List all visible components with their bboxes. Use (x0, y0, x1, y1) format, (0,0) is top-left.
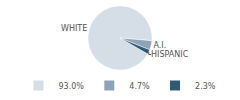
svg-text:2.3%: 2.3% (195, 82, 216, 91)
svg-text:WHITE: WHITE (61, 24, 87, 33)
svg-text:93.0%: 93.0% (59, 82, 85, 91)
svg-text:A.I.: A.I. (153, 41, 166, 50)
svg-text:4.7%: 4.7% (129, 82, 150, 91)
svg-text:HISPANIC: HISPANIC (151, 50, 189, 59)
